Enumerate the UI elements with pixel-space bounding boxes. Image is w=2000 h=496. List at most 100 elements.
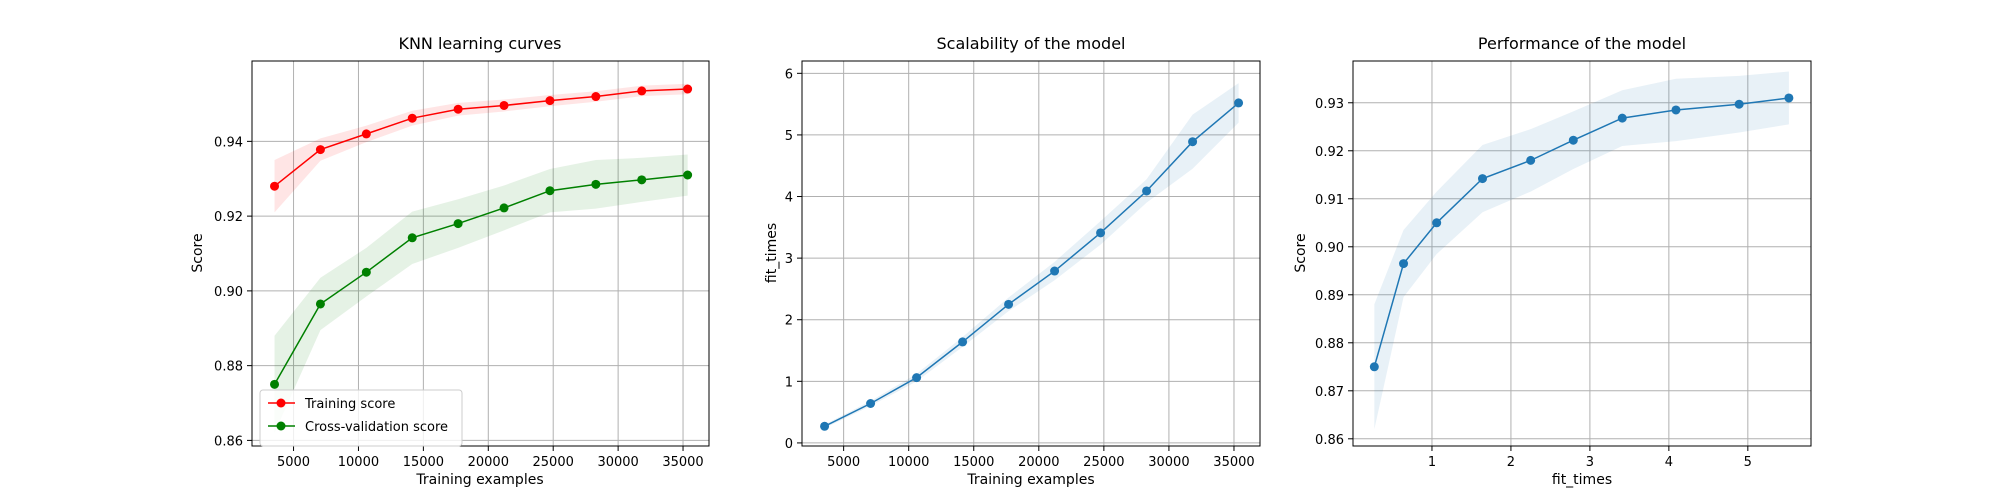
x-tick-label: 5000 [277,455,310,470]
axes-frame [801,60,1261,447]
x-tick-label: 2 [1507,455,1515,470]
point-cross-validation-score [499,203,509,213]
line-cross-validation-score [273,174,688,385]
x-tick-label: 20000 [1018,455,1059,470]
axes-frame-rect [1352,60,1812,447]
axis-ticks: 5000 10000 15000 20000 25000 30000 35000 0 1 2 3 4 5… [785,67,1255,470]
series-lines [1373,97,1789,367]
band-cross-validation-score [274,154,688,433]
x-axis-label: Training examples [415,472,543,488]
point-series-0 [866,398,876,408]
series-lines [273,88,688,385]
axes-frame [1352,60,1812,447]
y-tick-label: 0.90 [214,285,243,300]
x-tick-label: 25000 [1083,455,1124,470]
point-training-score [270,181,280,191]
x-tick-label: 35000 [1213,455,1254,470]
point-training-score [453,104,463,114]
point-series-0 [1399,259,1409,269]
point-training-score [315,145,325,155]
y-tick-label: 3 [785,252,793,267]
panel-knn-learning-curves: KNN learning curves Training examples Sc… [190,34,710,488]
series-points [820,98,1244,431]
legend: Training score Cross-validation score [259,389,463,447]
y-tick-label: 0.88 [214,360,243,375]
point-training-score [545,96,555,106]
x-tick-label: 3 [1586,455,1594,470]
x-tick-label: 10000 [888,455,929,470]
chart-title: Scalability of the model [937,34,1126,53]
confidence-bands [274,83,688,433]
grid [252,61,709,446]
legend-box [259,389,463,447]
point-series-0 [1568,135,1578,145]
grid [1353,61,1811,446]
point-training-score [637,86,647,96]
point-training-score [499,100,509,110]
point-training-score [683,84,693,94]
x-tick-label: 5 [1744,455,1752,470]
point-series-0 [1526,155,1536,165]
y-tick-label: 0.87 [1315,385,1344,400]
x-tick-label: 20000 [468,455,509,470]
point-series-0 [1096,228,1106,238]
point-series-0 [1234,98,1244,108]
legend-label-training: Training score [304,397,395,412]
point-cross-validation-score [315,299,325,309]
confidence-bands [1374,71,1789,430]
point-series-0 [1369,362,1379,372]
band-training-score [274,83,688,213]
x-tick-label: 30000 [597,455,638,470]
axes-frame [251,60,710,447]
x-tick-label: 30000 [1148,455,1189,470]
x-tick-label: 25000 [533,455,574,470]
axis-ticks: 1 2 3 4 5 0.86 0.87 0.88 0.89 0.90 0.91 0.92 0.93 [1315,97,1752,470]
x-tick-label: 5000 [827,455,860,470]
y-tick-label: 0.88 [1315,337,1344,352]
legend-label-cross-validation: Cross-validation score [305,420,448,435]
line-series-0 [1373,97,1789,367]
point-training-score [407,113,417,123]
y-tick-label: 5 [785,129,793,144]
y-tick-label: 0.94 [214,135,243,150]
y-tick-label: 0.86 [214,434,243,449]
x-tick-label: 15000 [403,455,444,470]
chart-title: Performance of the model [1478,34,1686,53]
y-tick-label: 4 [785,191,793,206]
point-series-0 [1671,105,1681,115]
series-points [1369,93,1794,372]
y-tick-label: 2 [785,314,793,329]
panel-performance-of-the-model: Performance of the model fit_times Score… [1293,34,1812,488]
x-tick-label: 10000 [338,455,379,470]
line-training-score [274,88,688,187]
point-series-0 [820,421,830,431]
x-tick-label: 1 [1428,455,1436,470]
point-cross-validation-score [407,233,417,243]
x-tick-label: 4 [1665,455,1673,470]
point-cross-validation-score [683,170,693,180]
y-tick-label: 0.91 [1315,193,1344,208]
point-cross-validation-score [591,179,601,189]
point-series-0 [912,373,922,383]
point-cross-validation-score [545,186,555,196]
series-points [270,84,693,389]
point-series-0 [1432,218,1442,228]
axes-frame-rect [251,60,710,447]
point-series-0 [1188,137,1198,147]
point-series-0 [1050,266,1060,276]
y-tick-label: 0.92 [214,210,243,225]
y-tick-label: 6 [785,67,793,82]
point-cross-validation-score [270,379,280,389]
panel-scalability-of-the-model: Scalability of the model Training exampl… [764,34,1261,488]
y-axis-label: fit_times [764,223,780,283]
point-training-score [361,129,371,139]
y-tick-label: 0.93 [1315,97,1344,112]
line-series-0 [824,102,1240,427]
series-lines [824,102,1240,427]
x-axis-label: Training examples [966,472,1094,488]
point-series-0 [1478,174,1488,184]
x-axis-label: fit_times [1552,472,1612,488]
band-series-0 [824,83,1239,429]
y-tick-label: 0.89 [1315,289,1344,304]
